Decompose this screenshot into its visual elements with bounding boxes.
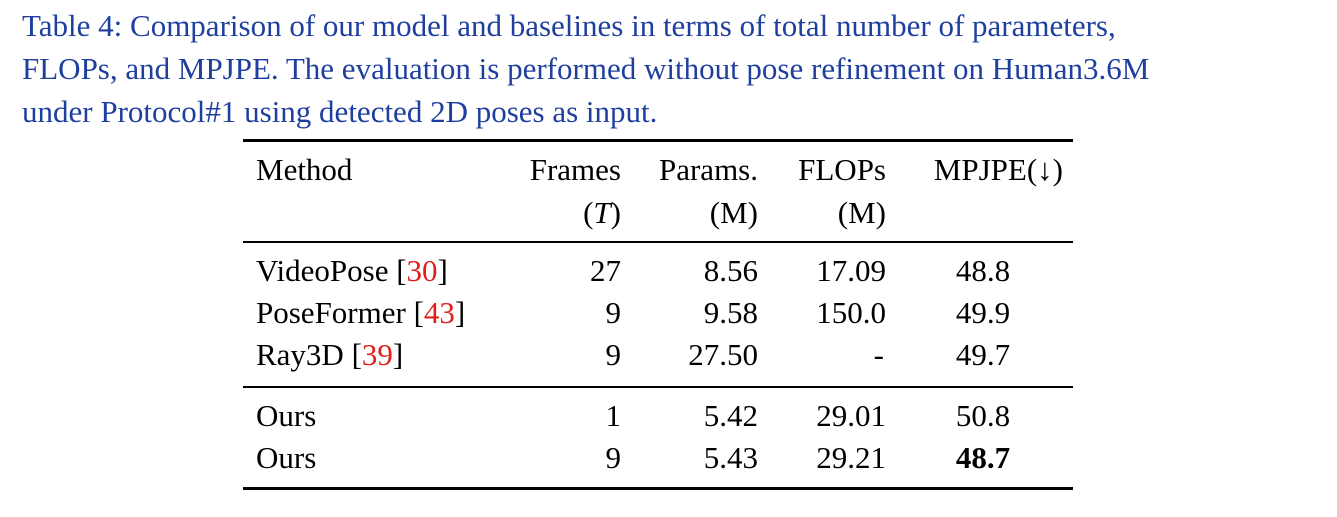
header-params-unit: (M) — [709, 195, 758, 230]
row-5-params: 5.43 — [703, 440, 758, 475]
row-1-flops: 17.09 — [816, 253, 886, 288]
header-method: Method — [256, 152, 353, 187]
row-5-method: Ours — [256, 440, 317, 475]
row-1-mpjpe: 48.8 — [955, 253, 1011, 288]
row-4-method: Ours — [256, 398, 317, 433]
row-3-params: 27.50 — [688, 337, 758, 372]
top-rule — [243, 139, 1073, 142]
row-4-frames: 1 — [605, 398, 622, 433]
row-4-mpjpe: 50.8 — [955, 398, 1011, 433]
row-3-frames: 9 — [605, 337, 622, 372]
row-3-mpjpe: 49.7 — [955, 337, 1011, 372]
header-flops: FLOPs — [798, 152, 886, 187]
group-rule — [243, 386, 1073, 388]
row-5-frames: 9 — [605, 440, 622, 475]
citation-43[interactable]: 43 — [423, 295, 455, 330]
bottom-rule — [243, 487, 1073, 490]
caption-line-2: FLOPs, and MPJPE. The evaluation is perf… — [22, 51, 1150, 86]
row-1-frames: 27 — [590, 253, 621, 288]
caption-line-3: under Protocol#1 using detected 2D poses… — [22, 94, 658, 129]
row-2-method: PoseFormer [43] — [256, 295, 466, 330]
header-params: Params. — [658, 152, 758, 187]
header-rule — [243, 241, 1073, 243]
row-2-frames: 9 — [605, 295, 622, 330]
row-4-flops: 29.01 — [816, 398, 886, 433]
header-frames-unit: (T) — [583, 195, 621, 230]
row-1-method: VideoPose [30] — [256, 253, 448, 288]
citation-39[interactable]: 39 — [361, 337, 393, 372]
row-5-mpjpe-best: 48.7 — [955, 440, 1011, 475]
row-3-flops: - — [873, 337, 884, 372]
header-mpjpe: MPJPE(↓) — [933, 152, 1063, 187]
row-2-flops: 150.0 — [816, 295, 886, 330]
row-5-flops: 29.21 — [816, 440, 886, 475]
header-frames: Frames — [529, 152, 621, 187]
table-caption: Table 4: Comparison of our model and bas… — [22, 4, 1322, 133]
row-1-params: 8.56 — [703, 253, 758, 288]
caption-line-1: Table 4: Comparison of our model and bas… — [22, 8, 1116, 43]
row-4-params: 5.42 — [703, 398, 758, 433]
citation-30[interactable]: 30 — [406, 253, 438, 288]
row-2-mpjpe: 49.9 — [955, 295, 1011, 330]
row-2-params: 9.58 — [703, 295, 758, 330]
header-flops-unit: (M) — [837, 195, 886, 230]
row-3-method: Ray3D [39] — [256, 337, 404, 372]
